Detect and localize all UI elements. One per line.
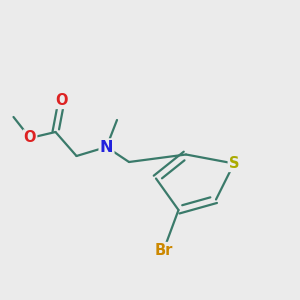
Text: O: O: [55, 93, 68, 108]
Text: S: S: [229, 156, 239, 171]
Text: N: N: [100, 140, 113, 154]
Text: O: O: [24, 130, 36, 146]
Text: Br: Br: [154, 243, 173, 258]
